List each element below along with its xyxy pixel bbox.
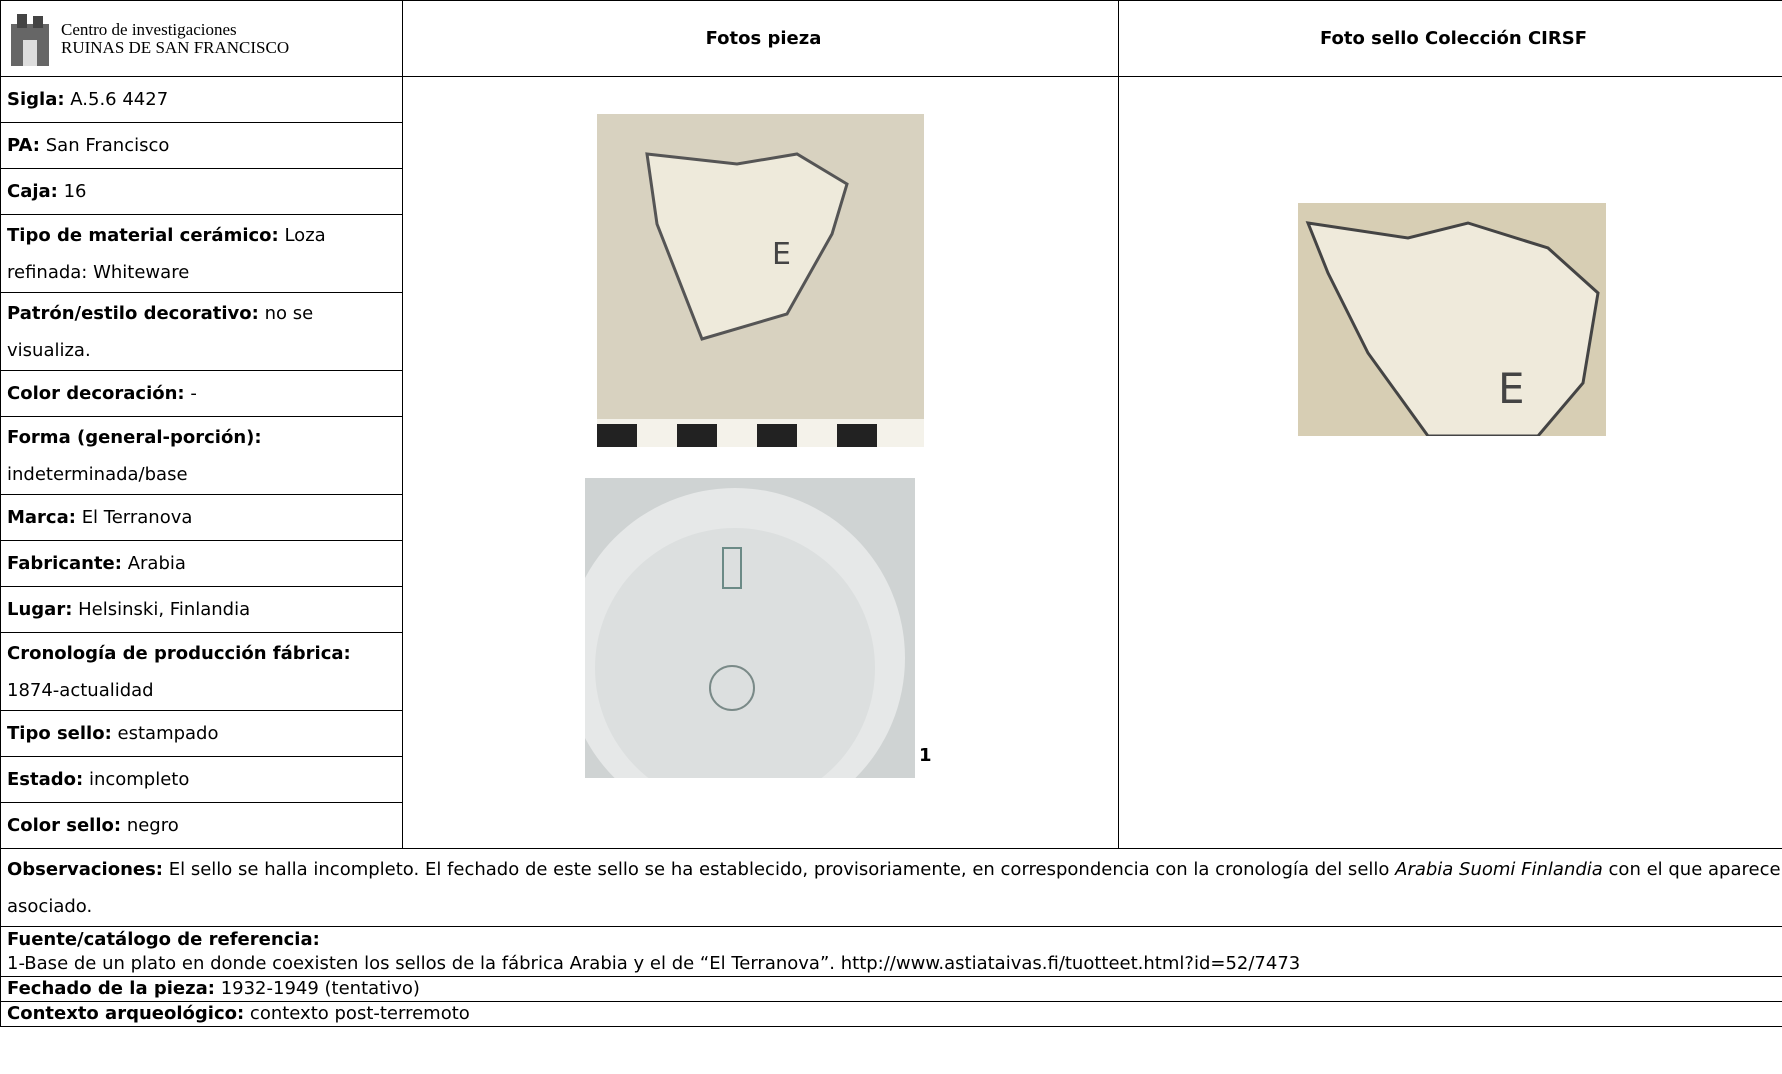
field-value: incompleto xyxy=(88,769,190,790)
field-value: no se visualiza. xyxy=(7,302,314,361)
field-cell: Lugar: Helsinski, Finlandia xyxy=(0,586,403,633)
field-cell: Cronología de producción fábrica: 1874-a… xyxy=(0,632,403,711)
field-value: indeterminada/base xyxy=(7,463,188,485)
seal-photo: E xyxy=(1298,203,1606,436)
logo-icon xyxy=(11,13,49,66)
field-value: - xyxy=(190,383,197,404)
field-cell: Forma (general-porción): indeterminada/b… xyxy=(0,416,403,495)
field-value: 1932-1949 (tentativo) xyxy=(220,978,420,999)
piece-photo: E xyxy=(597,114,924,447)
field-cell: Tipo de material cerámico: Loza refinada… xyxy=(0,214,403,293)
text: con el que aparece asociado. xyxy=(7,858,1781,917)
field-cell: Fabricante: Arabia xyxy=(0,540,403,587)
observations-cell: Observaciones: El sello se halla incompl… xyxy=(0,848,1782,927)
text: 1-Base de un plato en donde coexisten lo… xyxy=(7,952,1301,974)
svg-text:E: E xyxy=(1498,364,1525,413)
field-label: Color decoración: xyxy=(7,383,185,404)
field-label: Forma (general-porción): xyxy=(7,426,262,448)
field-value: estampado xyxy=(117,723,219,744)
logo-line: Centro de investigaciones xyxy=(61,19,237,39)
field-label: Fuente/catálogo de referencia: xyxy=(7,928,320,950)
context-cell: Contexto arqueológico: contexto post-ter… xyxy=(0,1001,1782,1027)
field-value: Helsinski, Finlandia xyxy=(78,599,251,620)
field-value: negro xyxy=(126,815,179,836)
logo-cell: Centro de investigaciones RUINAS DE SAN F… xyxy=(0,0,403,77)
field-cell: Sigla: A.5.6 4427 xyxy=(0,76,403,123)
field-value: Arabia xyxy=(127,553,186,574)
field-label: Patrón/estilo decorativo: xyxy=(7,302,259,324)
field-label: Contexto arqueológico: xyxy=(7,1003,245,1024)
field-label: Lugar: xyxy=(7,599,73,620)
field-label: Tipo sello: xyxy=(7,723,112,744)
field-value: San Francisco xyxy=(45,135,170,156)
field-label: PA: xyxy=(7,135,41,156)
field-label: Marca: xyxy=(7,507,76,528)
column-header: Fotos pieza xyxy=(402,0,1119,77)
field-label: Observaciones: xyxy=(7,858,164,880)
field-label: Fabricante: xyxy=(7,553,122,574)
field-cell: Estado: incompleto xyxy=(0,756,403,803)
photos-cell: E 1 xyxy=(402,76,1119,849)
field-value: contexto post-terremoto xyxy=(249,1003,470,1024)
source-cell: Fuente/catálogo de referencia: 1-Base de … xyxy=(0,926,1782,977)
field-label: Fechado de la pieza: xyxy=(7,978,215,999)
dating-cell: Fechado de la pieza: 1932-1949 (tentativ… xyxy=(0,976,1782,1002)
field-label: Sigla: xyxy=(7,89,65,110)
plate-photo xyxy=(585,478,915,778)
text: El sello se halla incompleto. El fechado… xyxy=(168,858,1396,880)
field-label: Tipo de material cerámico: xyxy=(7,224,279,246)
field-cell: Tipo sello: estampado xyxy=(0,710,403,757)
field-value: El Terranova xyxy=(81,507,193,528)
field-value: 16 xyxy=(63,181,87,202)
field-label: Cronología de producción fábrica: xyxy=(7,642,351,664)
record-table: Centro de investigaciones RUINAS DE SAN F… xyxy=(0,0,1782,1027)
field-value: A.5.6 4427 xyxy=(70,89,169,110)
field-value: Loza refinada: Whiteware xyxy=(7,224,326,283)
field-cell: Color decoración: - xyxy=(0,370,403,417)
field-cell: Caja: 16 xyxy=(0,168,403,215)
field-cell: Marca: El Terranova xyxy=(0,494,403,541)
field-cell: PA: San Francisco xyxy=(0,122,403,169)
logo-line: RUINAS DE SAN FRANCISCO xyxy=(61,37,290,57)
seal-photo-cell: E xyxy=(1118,76,1782,849)
field-value: 1874-actualidad xyxy=(7,679,154,701)
field-label: Color sello: xyxy=(7,815,122,836)
field-cell: Color sello: negro xyxy=(0,802,403,849)
text-italic: Arabia Suomi Finlandia xyxy=(1395,858,1603,880)
field-label: Estado: xyxy=(7,769,84,790)
column-header: Foto sello Colección CIRSF xyxy=(1118,0,1782,77)
field-cell: Patrón/estilo decorativo: no se visualiz… xyxy=(0,292,403,371)
footnote-marker: 1 xyxy=(919,745,932,766)
field-label: Caja: xyxy=(7,181,58,202)
svg-text:E: E xyxy=(772,237,791,272)
